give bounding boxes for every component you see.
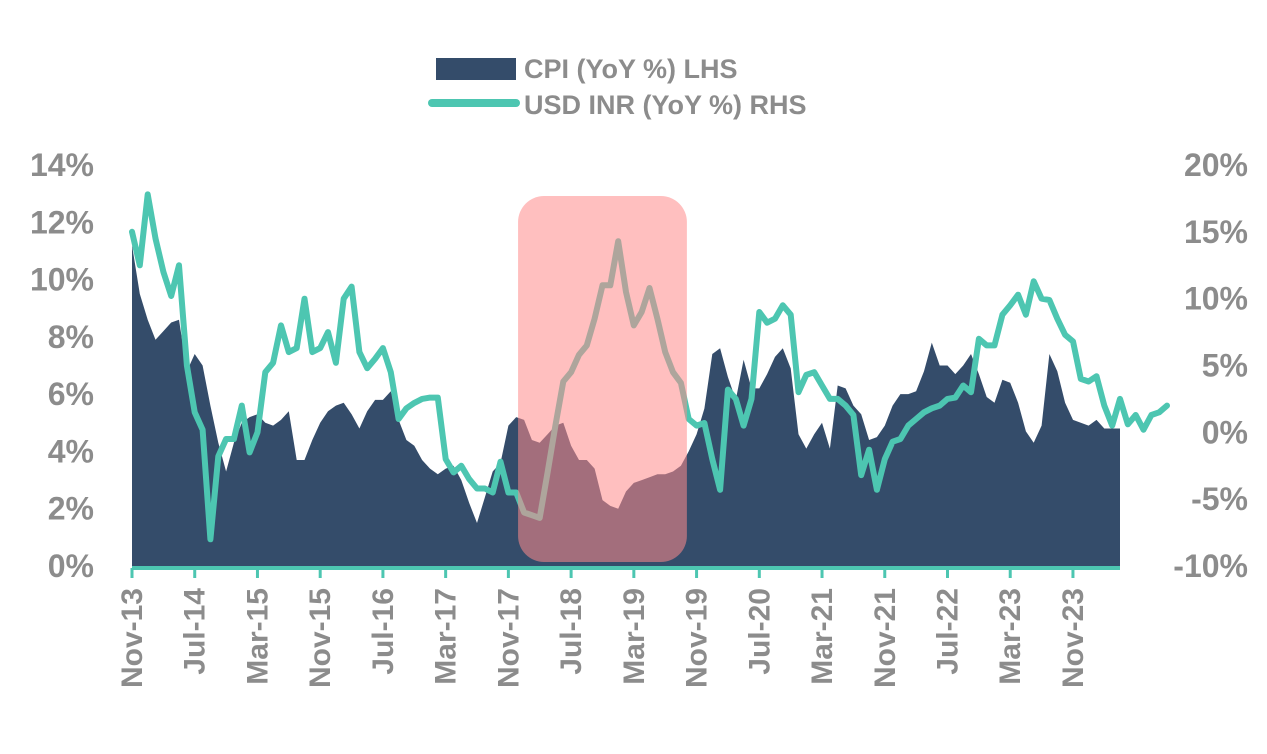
- legend-swatch-cpi: [436, 58, 516, 80]
- legend-label-cpi: CPI (YoY %) LHS: [524, 54, 738, 84]
- y-right-tick-label: 0%: [1202, 414, 1248, 450]
- x-tick-label: Jul-18: [555, 588, 588, 675]
- y-right-tick-label: 10%: [1184, 281, 1248, 317]
- y-left-tick-label: 2%: [48, 491, 94, 527]
- x-tick-label: Nov-17: [492, 588, 525, 688]
- cpi-area-series: [132, 245, 1120, 566]
- x-tick-label: Nov-13: [116, 588, 149, 688]
- y-right-tick-label: -5%: [1191, 481, 1248, 517]
- highlight-region: [518, 196, 687, 562]
- y-left-tick-label: 14%: [30, 147, 94, 183]
- y-left-tick-label: 10%: [30, 262, 94, 298]
- x-tick-label: Mar-21: [806, 588, 839, 685]
- y-left-tick-label: 4%: [48, 433, 94, 469]
- x-tick-label: Nov-15: [304, 588, 337, 688]
- x-tick-label: Nov-23: [1057, 588, 1090, 688]
- x-tick-label: Jul-14: [179, 588, 212, 675]
- legend-label-usdinr: USD INR (YoY %) RHS: [524, 90, 807, 120]
- x-tick-label: Nov-21: [869, 588, 902, 688]
- y-left-tick-label: 0%: [48, 548, 94, 584]
- plot-area: Nov-13 Jul-14 Mar-15 Nov-15 Jul-16 Mar-17 Nov-…: [30, 147, 1248, 688]
- legend: CPI (YoY %) LHS USD INR (YoY %) RHS: [428, 54, 807, 120]
- y-left-tick-label: 12%: [30, 204, 94, 240]
- x-tick-label: Nov-19: [681, 588, 714, 688]
- y-right-tick-label: 15%: [1184, 214, 1248, 250]
- y-right-tick-label: 5%: [1202, 348, 1248, 384]
- y-right-tick-label: -10%: [1173, 548, 1248, 584]
- x-tick-label: Jul-22: [931, 588, 964, 675]
- y-right-tick-label: 20%: [1184, 147, 1248, 183]
- x-tick-label: Mar-23: [994, 588, 1027, 685]
- x-tick-label: Mar-15: [241, 588, 274, 685]
- x-tick-label: Jul-20: [743, 588, 776, 675]
- x-tick-label: Mar-17: [430, 588, 463, 685]
- x-tick-label: Mar-19: [618, 588, 651, 685]
- x-tick-label: Jul-16: [367, 588, 400, 675]
- y-left-tick-label: 6%: [48, 376, 94, 412]
- y-left-tick-label: 8%: [48, 319, 94, 355]
